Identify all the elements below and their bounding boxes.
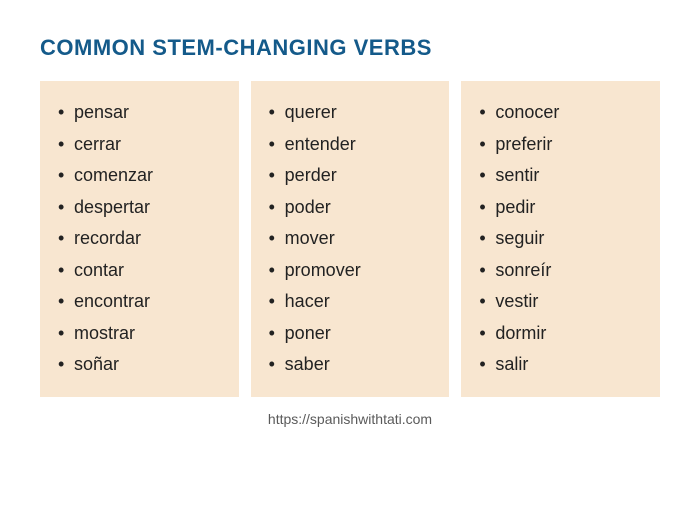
list-item: vestir <box>475 286 650 318</box>
verb-list-3: conocer preferir sentir pedir seguir son… <box>475 97 650 381</box>
list-item: comenzar <box>54 160 229 192</box>
list-item: salir <box>475 349 650 381</box>
list-item: mover <box>265 223 440 255</box>
verb-column-2: querer entender perder poder mover promo… <box>251 81 450 397</box>
list-item: seguir <box>475 223 650 255</box>
verb-list-1: pensar cerrar comenzar despertar recorda… <box>54 97 229 381</box>
list-item: hacer <box>265 286 440 318</box>
list-item: encontrar <box>54 286 229 318</box>
list-item: pensar <box>54 97 229 129</box>
verb-column-3: conocer preferir sentir pedir seguir son… <box>461 81 660 397</box>
list-item: contar <box>54 255 229 287</box>
list-item: conocer <box>475 97 650 129</box>
list-item: dormir <box>475 318 650 350</box>
list-item: sonreír <box>475 255 650 287</box>
list-item: recordar <box>54 223 229 255</box>
list-item: preferir <box>475 129 650 161</box>
verb-list-2: querer entender perder poder mover promo… <box>265 97 440 381</box>
list-item: poder <box>265 192 440 224</box>
list-item: soñar <box>54 349 229 381</box>
list-item: saber <box>265 349 440 381</box>
list-item: perder <box>265 160 440 192</box>
footer-url: https://spanishwithtati.com <box>40 411 660 427</box>
verb-columns: pensar cerrar comenzar despertar recorda… <box>40 81 660 397</box>
list-item: querer <box>265 97 440 129</box>
list-item: mostrar <box>54 318 229 350</box>
list-item: despertar <box>54 192 229 224</box>
verb-column-1: pensar cerrar comenzar despertar recorda… <box>40 81 239 397</box>
list-item: pedir <box>475 192 650 224</box>
list-item: promover <box>265 255 440 287</box>
list-item: entender <box>265 129 440 161</box>
page-title: COMMON STEM-CHANGING VERBS <box>40 35 660 61</box>
list-item: cerrar <box>54 129 229 161</box>
list-item: sentir <box>475 160 650 192</box>
list-item: poner <box>265 318 440 350</box>
